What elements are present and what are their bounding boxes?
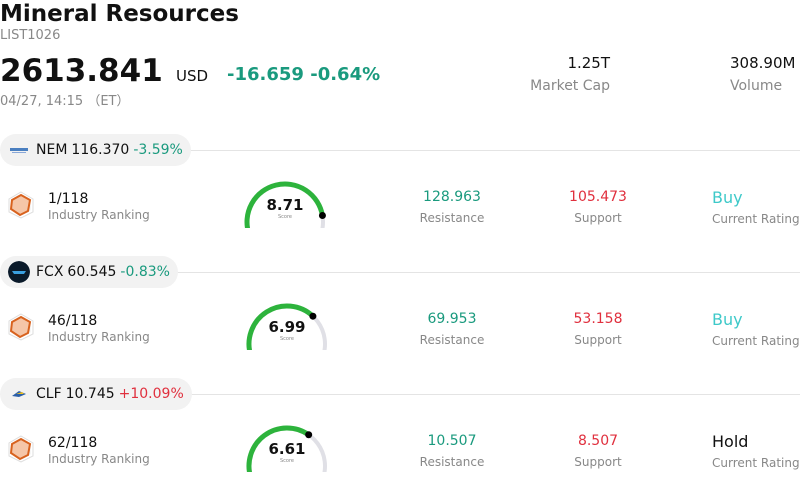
current-rating: Buy Current Rating: [712, 310, 800, 348]
stock-price: 60.545: [67, 264, 117, 280]
stock-symbol: FCX: [36, 264, 64, 280]
support-label: Support: [574, 333, 622, 347]
stock-change-pct: -0.83%: [120, 264, 170, 280]
score-gauge: 8.71 Score: [240, 178, 330, 237]
stock-change-pct: -3.59%: [133, 142, 183, 158]
rating-label: Current Rating: [712, 456, 800, 470]
ranking-radar-icon: [6, 312, 36, 342]
currency-label: USD: [176, 67, 209, 85]
rating-label: Current Rating: [712, 334, 800, 348]
support-stat: 8.507 Support: [548, 433, 648, 469]
score-label: Score: [279, 458, 294, 464]
volume-value: 308.90M: [730, 54, 796, 72]
page-title: Mineral Resources: [0, 1, 239, 27]
resistance-value: 69.953: [427, 311, 477, 327]
industry-ranking-value: 62/118: [48, 435, 98, 451]
resistance-value: 128.963: [423, 189, 481, 205]
score-gauge-arc: [244, 181, 326, 237]
industry-ranking-value: 1/118: [48, 191, 89, 207]
current-rating: Hold Current Rating: [712, 432, 800, 470]
resistance-value: 10.507: [427, 433, 477, 449]
price-change: -16.659 -0.64%: [227, 64, 380, 85]
support-label: Support: [574, 211, 622, 225]
resistance-label: Resistance: [419, 333, 485, 347]
current-rating: Buy Current Rating: [712, 188, 800, 226]
rating-value: Hold: [712, 432, 749, 451]
score-value: 8.71: [266, 196, 304, 214]
freeport-logo-icon: [8, 261, 30, 283]
stock-symbol: NEM: [36, 142, 68, 158]
industry-ranking-label: Industry Ranking: [48, 330, 150, 344]
industry-ranking-label: Industry Ranking: [48, 208, 150, 222]
volume-label: Volume: [730, 78, 783, 94]
score-label: Score: [279, 336, 294, 342]
score-label: Score: [277, 214, 292, 220]
market-cap-label: Market Cap: [530, 78, 610, 94]
score-value: 6.99: [268, 318, 306, 336]
stock-pill-nem[interactable]: NEM 116.370 -3.59%: [0, 134, 191, 166]
row-divider: [0, 394, 800, 395]
support-stat: 53.158 Support: [548, 311, 648, 347]
market-cap-stat: 1.25T Market Cap: [530, 54, 610, 94]
stock-change-pct: +10.09%: [118, 386, 184, 402]
ranking-radar-icon: [6, 190, 36, 220]
resistance-label: Resistance: [419, 211, 485, 225]
rating-value: Buy: [712, 188, 743, 207]
support-value: 53.158: [573, 311, 623, 327]
rating-label: Current Rating: [712, 212, 800, 226]
newmont-logo-icon: [8, 139, 30, 161]
industry-ranking-value: 46/118: [48, 313, 98, 329]
stock-pill-clf[interactable]: CLF 10.745 +10.09%: [0, 378, 192, 410]
row-divider: [0, 272, 800, 273]
resistance-label: Resistance: [419, 455, 485, 469]
resistance-stat: 69.953 Resistance: [402, 311, 502, 347]
volume-stat: 308.90M Volume: [730, 54, 796, 94]
ranking-radar-icon: [6, 434, 36, 464]
support-value: 8.507: [577, 433, 619, 449]
row-divider: [0, 150, 800, 151]
price-change-pct: -0.64%: [310, 64, 381, 85]
score-gauge: 6.99 Score: [242, 300, 332, 359]
stock-price: 10.745: [65, 386, 115, 402]
support-stat: 105.473 Support: [548, 189, 648, 225]
market-cap-value: 1.25T: [567, 54, 610, 72]
resistance-stat: 10.507 Resistance: [402, 433, 502, 469]
stock-pill-fcx[interactable]: FCX 60.545 -0.83%: [0, 256, 178, 288]
timestamp: 04/27, 14:15 （ET）: [0, 94, 130, 109]
index-code: LIST1026: [0, 28, 61, 43]
score-value: 6.61: [268, 440, 306, 458]
industry-ranking-label: Industry Ranking: [48, 452, 150, 466]
price-change-value: -16.659: [227, 64, 304, 85]
stock-symbol: CLF: [36, 386, 62, 402]
rating-value: Buy: [712, 310, 743, 329]
support-label: Support: [574, 455, 622, 469]
support-value: 105.473: [569, 189, 627, 205]
stock-price: 116.370: [71, 142, 130, 158]
score-gauge-arc: [246, 425, 327, 481]
score-gauge-arc: [246, 303, 327, 359]
score-gauge: 6.61 Score: [242, 422, 332, 481]
index-price: 2613.841: [0, 53, 163, 89]
cleveland-cliffs-logo-icon: [8, 383, 30, 405]
resistance-stat: 128.963 Resistance: [402, 189, 502, 225]
